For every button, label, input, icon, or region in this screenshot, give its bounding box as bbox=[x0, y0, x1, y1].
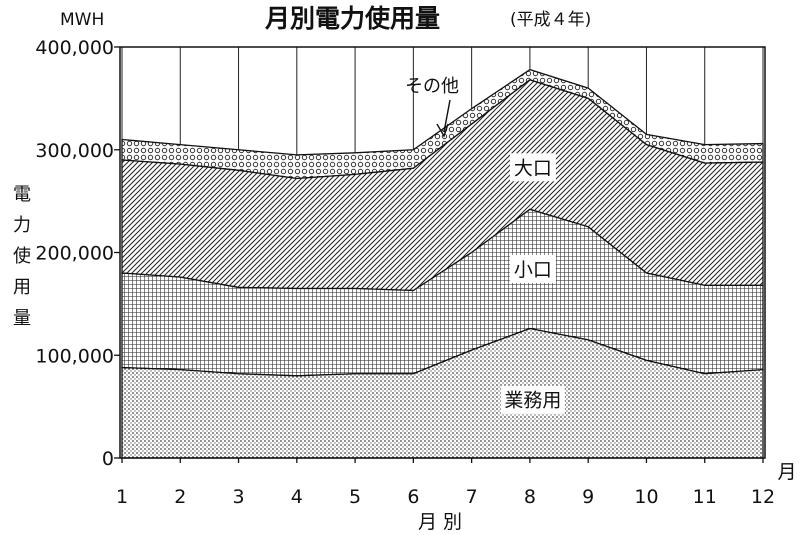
x-tick-label: 2 bbox=[174, 486, 186, 508]
x-unit-label: 月 bbox=[777, 461, 796, 483]
x-tick-label: 9 bbox=[582, 486, 594, 508]
chart-title: 月別電力使用量 bbox=[264, 4, 440, 33]
series-label-box bbox=[509, 153, 556, 182]
area-series-3 bbox=[121, 79, 764, 292]
annotation-arrow bbox=[443, 99, 451, 133]
chart-subtitle: (平成４年) bbox=[510, 10, 591, 30]
x-axis-label: 月 別 bbox=[418, 511, 462, 533]
x-tick-label: 10 bbox=[634, 486, 658, 508]
series-label-box bbox=[500, 385, 565, 414]
x-tick-label: 1 bbox=[116, 486, 128, 508]
unit-label: MWH bbox=[60, 10, 104, 30]
series-label: 小口 bbox=[514, 259, 552, 281]
series-label: 大口 bbox=[514, 157, 552, 179]
area-series-1 bbox=[121, 327, 764, 459]
x-tick-label: 12 bbox=[751, 486, 775, 508]
annotation-other-label: その他 bbox=[405, 76, 459, 97]
series-label: 業務用 bbox=[504, 390, 561, 412]
x-tick-label: 8 bbox=[524, 486, 536, 508]
annotation-other: その他 bbox=[405, 76, 459, 138]
y-tick-label: 100,000 bbox=[35, 345, 114, 367]
series-label-box bbox=[509, 254, 556, 283]
x-tick-label: 5 bbox=[349, 486, 361, 508]
y-tick-label: 300,000 bbox=[35, 140, 114, 162]
y-tick-label: 400,000 bbox=[35, 37, 114, 59]
x-tick-label: 4 bbox=[291, 486, 303, 508]
x-tick-label: 11 bbox=[693, 486, 717, 508]
annotation-arrowhead bbox=[436, 123, 449, 138]
y-tick-label: 0 bbox=[102, 448, 114, 470]
x-tick-label: 7 bbox=[466, 486, 478, 508]
x-tick-label: 6 bbox=[407, 486, 419, 508]
x-tick-label: 3 bbox=[232, 486, 244, 508]
y-tick-label: 200,000 bbox=[35, 243, 114, 265]
y-axis-label: 電力使用量 bbox=[13, 184, 31, 329]
